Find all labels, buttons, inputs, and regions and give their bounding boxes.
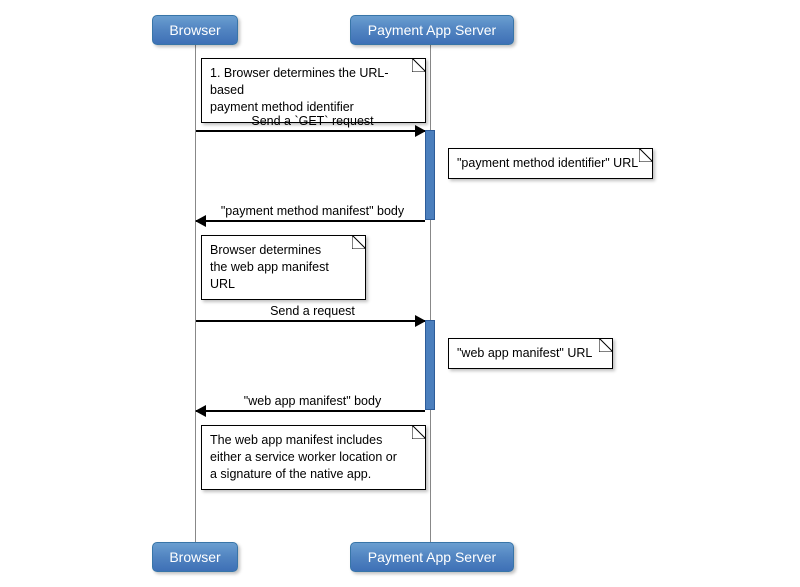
participant-server-top: Payment App Server [350,15,514,45]
message-arrow-send-request [196,320,425,322]
lifeline-server [430,45,431,542]
message-arrow-pmm-body [196,220,425,222]
participant-label: Payment App Server [368,549,496,565]
arrowhead-left-icon [195,215,206,227]
message-arrow-get-request [196,130,425,132]
note-text: "web app manifest" URL [457,346,592,360]
note-pmi-url: "payment method identifier" URL [448,148,653,179]
note-fold-icon [412,58,426,72]
participant-browser-bottom: Browser [152,542,238,572]
message-label-send-request: Send a request [195,304,430,318]
note-text: "payment method identifier" URL [457,156,638,170]
participant-label: Browser [169,22,220,38]
note-text: Browser determines the web app manifest … [210,243,329,291]
arrowhead-left-icon [195,405,206,417]
message-label-wam-body: "web app manifest" body [195,394,430,408]
participant-label: Browser [169,549,220,565]
note-fold-icon [639,148,653,162]
sequence-diagram: Browser Payment App Server 1. Browser de… [0,0,800,587]
message-label-pmm-body: "payment method manifest" body [195,204,430,218]
note-webapp-url: Browser determines the web app manifest … [201,235,366,300]
note-text: The web app manifest includes either a s… [210,433,397,481]
participant-server-bottom: Payment App Server [350,542,514,572]
note-fold-icon [599,338,613,352]
note-fold-icon [412,425,426,439]
note-initial: 1. Browser determines the URL-based paym… [201,58,426,123]
participant-label: Payment App Server [368,22,496,38]
participant-browser-top: Browser [152,15,238,45]
message-label-get-request: Send a `GET` request [195,114,430,128]
note-text: 1. Browser determines the URL-based paym… [210,66,389,114]
note-final: The web app manifest includes either a s… [201,425,426,490]
message-arrow-wam-body [196,410,425,412]
note-wam-url: "web app manifest" URL [448,338,613,369]
note-fold-icon [352,235,366,249]
